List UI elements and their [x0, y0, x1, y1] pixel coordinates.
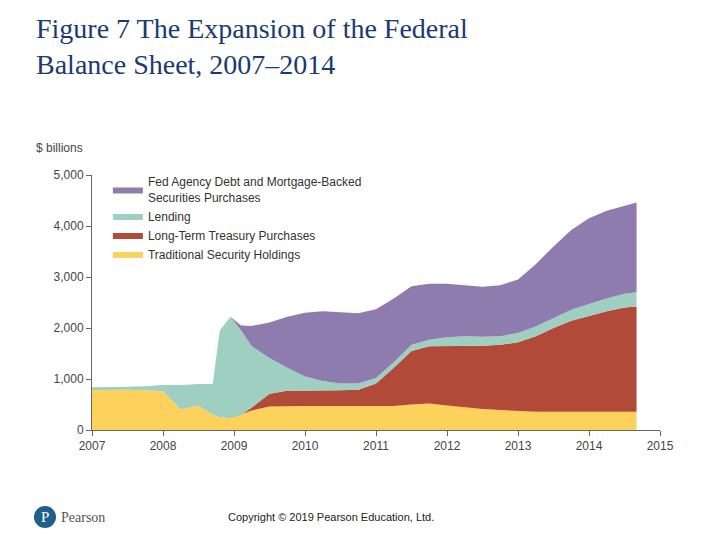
svg-text:2011: 2011: [363, 439, 389, 453]
svg-text:Copyright © 2019 Pearson Educa: Copyright © 2019 Pearson Education, Ltd.: [228, 511, 434, 523]
svg-text:4,000: 4,000: [54, 219, 84, 233]
svg-text:Pearson: Pearson: [61, 510, 105, 525]
svg-text:2015: 2015: [647, 439, 674, 453]
svg-text:Long-Term Treasury Purchases: Long-Term Treasury Purchases: [148, 229, 315, 243]
svg-text:2014: 2014: [576, 439, 603, 453]
svg-text:5,000: 5,000: [54, 168, 84, 182]
svg-text:2008: 2008: [150, 439, 177, 453]
svg-text:Lending: Lending: [148, 210, 191, 224]
svg-text:0: 0: [77, 423, 84, 437]
svg-text:2010: 2010: [292, 439, 319, 453]
svg-text:2012: 2012: [434, 439, 461, 453]
svg-text:2009: 2009: [221, 439, 248, 453]
svg-text:Traditional Security Holdings: Traditional Security Holdings: [148, 248, 300, 262]
svg-text:3,000: 3,000: [54, 270, 84, 284]
svg-text:P: P: [41, 509, 49, 525]
svg-text:2013: 2013: [505, 439, 532, 453]
svg-text:2,000: 2,000: [54, 321, 84, 335]
svg-text:1,000: 1,000: [54, 372, 84, 386]
svg-text:2007: 2007: [79, 439, 106, 453]
svg-text:Fed Agency Debt and Mortgage-B: Fed Agency Debt and Mortgage-BackedSecur…: [148, 175, 361, 205]
svg-text:$ billions: $ billions: [36, 141, 83, 155]
svg-text:Figure 7 The Expansion of the: Figure 7 The Expansion of the FederalBal…: [36, 13, 468, 80]
